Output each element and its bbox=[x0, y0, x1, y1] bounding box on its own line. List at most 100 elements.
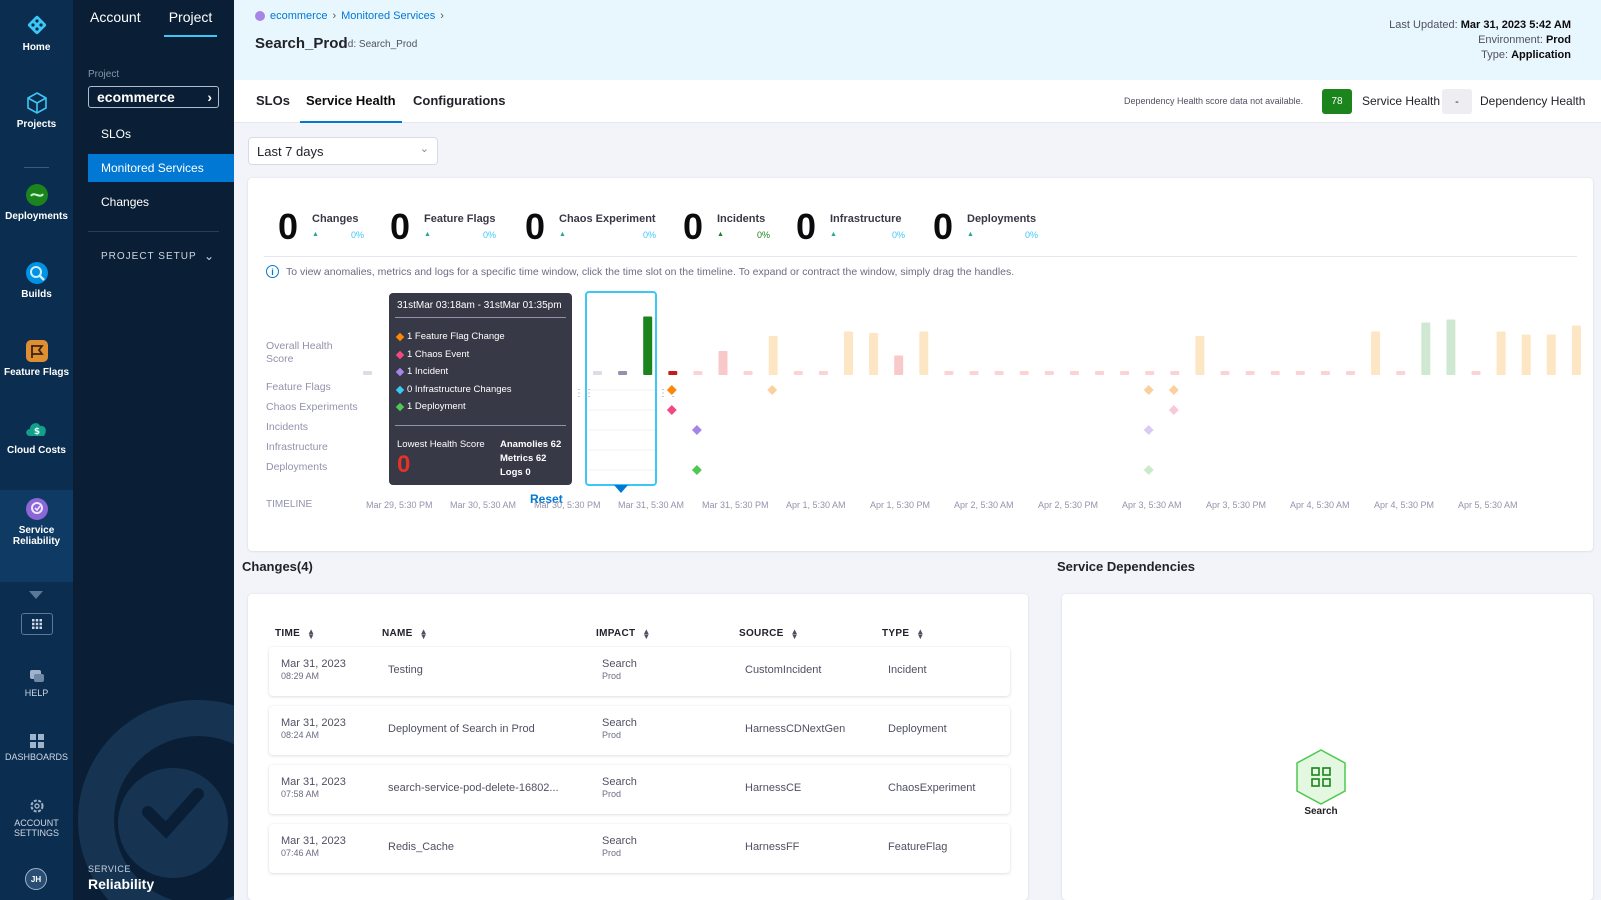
health-bar[interactable] bbox=[1019, 371, 1029, 375]
type-label: Type: bbox=[1481, 49, 1509, 61]
event-marker[interactable] bbox=[666, 385, 677, 395]
table-row[interactable]: Mar 31, 2023 07:58 AM search-service-pod-… bbox=[269, 765, 1010, 814]
nav-dashboards[interactable]: DASHBOARDS bbox=[0, 734, 73, 762]
health-bar[interactable] bbox=[1145, 371, 1155, 375]
project-setup-toggle[interactable]: PROJECT SETUP ⌄ bbox=[88, 249, 219, 263]
event-marker[interactable] bbox=[1143, 465, 1154, 475]
tooltip-row: 1 Deployment bbox=[395, 401, 466, 412]
table-row[interactable]: Mar 31, 2023 07:46 AM Redis_Cache Search P… bbox=[269, 824, 1010, 873]
health-bar[interactable] bbox=[718, 351, 728, 375]
health-bar[interactable] bbox=[1270, 371, 1280, 375]
breadcrumb-project[interactable]: ecommerce bbox=[270, 10, 328, 22]
event-marker[interactable] bbox=[1143, 425, 1154, 435]
project-selector[interactable]: ecommerce › bbox=[88, 86, 219, 108]
tab-account[interactable]: Account bbox=[90, 9, 141, 25]
project-sidebar: Account Project Project ecommerce › SLOs… bbox=[73, 0, 234, 900]
health-bar[interactable] bbox=[1446, 319, 1456, 376]
cell-impact: Search Prod bbox=[602, 776, 637, 799]
drag-handle-right-icon[interactable]: ⋮⋮ bbox=[658, 388, 678, 399]
timeline-selection-window[interactable] bbox=[585, 291, 657, 486]
sidebar-item-changes[interactable]: Changes bbox=[101, 195, 150, 209]
health-bar[interactable] bbox=[1346, 371, 1355, 375]
service-health-label: Service Health bbox=[1362, 94, 1441, 108]
health-bar[interactable] bbox=[743, 371, 753, 375]
health-bar[interactable] bbox=[944, 371, 954, 375]
health-bar[interactable] bbox=[1521, 334, 1531, 376]
nav-feature-flags[interactable]: Feature Flags bbox=[0, 339, 73, 378]
health-bar[interactable] bbox=[1471, 371, 1481, 375]
tab-configurations[interactable]: Configurations bbox=[413, 93, 506, 108]
event-marker[interactable] bbox=[1168, 405, 1179, 415]
arrow-up-icon: ▲ bbox=[424, 231, 431, 238]
health-bar[interactable] bbox=[693, 371, 703, 375]
health-bar[interactable] bbox=[869, 333, 879, 375]
event-marker[interactable] bbox=[691, 425, 702, 435]
nav-account-settings[interactable]: ACCOUNT SETTINGS bbox=[0, 798, 73, 838]
health-bar[interactable] bbox=[818, 371, 828, 375]
health-bar[interactable] bbox=[894, 355, 904, 376]
sidebar-item-monitored-services[interactable]: Monitored Services bbox=[88, 154, 234, 182]
health-bar[interactable] bbox=[668, 371, 678, 375]
column-header-type[interactable]: TYPE ▲ ▼ bbox=[882, 627, 925, 640]
health-bar[interactable] bbox=[643, 316, 653, 376]
tab-slos[interactable]: SLOs bbox=[256, 93, 290, 108]
health-bar[interactable] bbox=[1546, 334, 1556, 376]
event-marker[interactable] bbox=[691, 465, 702, 475]
nav-projects[interactable]: Projects bbox=[0, 91, 73, 130]
health-timeline-chart[interactable] bbox=[248, 178, 1593, 498]
health-bar[interactable] bbox=[1170, 371, 1180, 375]
health-bar[interactable] bbox=[768, 336, 778, 375]
health-bar[interactable] bbox=[1220, 371, 1230, 375]
nav-help[interactable]: HELP bbox=[0, 668, 73, 698]
sidebar-item-slos[interactable]: SLOs bbox=[101, 127, 132, 141]
cell-time: Mar 31, 2023 07:46 AM bbox=[281, 835, 346, 858]
event-marker[interactable] bbox=[666, 405, 677, 415]
tab-project[interactable]: Project bbox=[164, 9, 217, 37]
user-avatar[interactable]: JH bbox=[25, 868, 47, 890]
health-bar[interactable] bbox=[1571, 325, 1581, 376]
column-header-time[interactable]: TIME ▲ ▼ bbox=[275, 627, 315, 640]
health-bar[interactable] bbox=[618, 371, 628, 375]
health-bar[interactable] bbox=[1295, 371, 1305, 375]
health-bar[interactable] bbox=[1496, 331, 1506, 376]
health-bar[interactable] bbox=[1396, 371, 1406, 375]
column-header-source[interactable]: SOURCE ▲ ▼ bbox=[739, 627, 799, 640]
health-bar[interactable] bbox=[1320, 371, 1330, 375]
nav-home[interactable]: Home bbox=[0, 12, 73, 53]
time-range-select[interactable]: Last 7 days ⌄ bbox=[248, 137, 438, 165]
health-bar[interactable] bbox=[1095, 371, 1104, 375]
health-bar[interactable] bbox=[919, 331, 929, 376]
nav-service-reliability[interactable]: Service Reliability bbox=[0, 497, 73, 547]
health-bar[interactable] bbox=[1044, 371, 1054, 375]
nav-cloud-costs[interactable]: $ Cloud Costs bbox=[0, 417, 73, 456]
health-bar[interactable] bbox=[1371, 331, 1381, 376]
event-marker[interactable] bbox=[1143, 385, 1154, 395]
event-marker[interactable] bbox=[1168, 385, 1179, 395]
health-bar[interactable] bbox=[994, 371, 1004, 375]
stat-deployments: 0 Deployments ▲ 0% bbox=[933, 206, 1038, 247]
health-bar[interactable] bbox=[1245, 371, 1255, 375]
health-bar[interactable] bbox=[793, 371, 803, 375]
event-marker[interactable] bbox=[767, 385, 778, 395]
health-bar[interactable] bbox=[1069, 371, 1079, 375]
drag-handle-left-icon[interactable]: ⋮⋮ bbox=[574, 388, 594, 399]
nav-expand-icon[interactable] bbox=[29, 591, 43, 599]
dependency-node-search[interactable] bbox=[1294, 748, 1348, 806]
health-bar[interactable] bbox=[844, 331, 853, 376]
reset-button[interactable]: Reset bbox=[530, 492, 563, 506]
column-header-impact[interactable]: IMPACT ▲ ▼ bbox=[596, 627, 651, 640]
health-bar[interactable] bbox=[593, 371, 602, 375]
tab-service-health[interactable]: Service Health bbox=[300, 93, 402, 123]
nav-deployments[interactable]: Deployments bbox=[0, 183, 73, 222]
table-row[interactable]: Mar 31, 2023 08:29 AM Testing Search Prod … bbox=[269, 647, 1010, 696]
nav-builds[interactable]: Builds bbox=[0, 261, 73, 300]
column-header-name[interactable]: NAME ▲ ▼ bbox=[382, 627, 428, 640]
module-grid-button[interactable] bbox=[21, 613, 53, 635]
table-row[interactable]: Mar 31, 2023 08:24 AM Deployment of Searc… bbox=[269, 706, 1010, 755]
health-bar[interactable] bbox=[1421, 322, 1431, 376]
health-bar[interactable] bbox=[1195, 336, 1205, 375]
health-bar[interactable] bbox=[969, 371, 979, 375]
health-bar[interactable] bbox=[1120, 371, 1130, 375]
breadcrumb-monitored-services[interactable]: Monitored Services bbox=[341, 10, 436, 22]
health-bar[interactable] bbox=[363, 371, 372, 375]
